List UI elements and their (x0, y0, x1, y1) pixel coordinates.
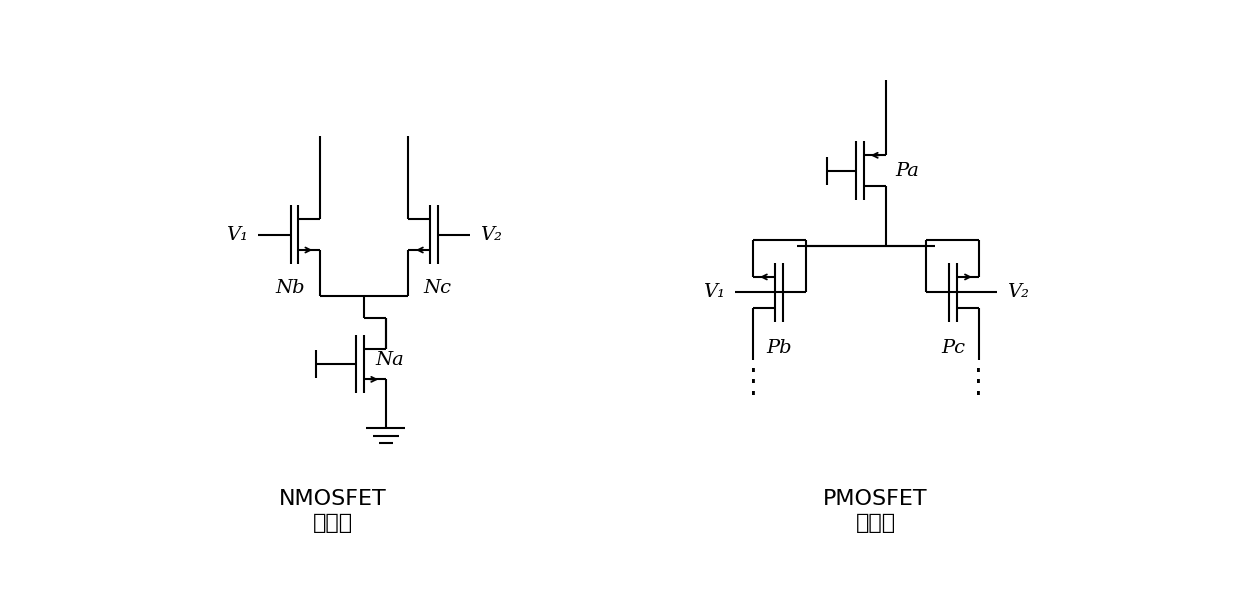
Text: Pc: Pc (942, 338, 965, 357)
Text: V₂: V₂ (1006, 283, 1028, 301)
Text: Pb: Pb (766, 338, 792, 357)
Text: NMOSFET: NMOSFET (279, 489, 387, 509)
Text: ·: · (748, 381, 757, 409)
Text: 输入对: 输入对 (856, 513, 896, 534)
Text: ·: · (974, 369, 983, 397)
Text: V₁: V₁ (704, 283, 725, 301)
Text: Nb: Nb (276, 279, 305, 297)
Text: V₁: V₁ (225, 225, 248, 244)
Text: 输入对: 输入对 (313, 513, 353, 534)
Text: ·: · (974, 358, 983, 386)
Text: ·: · (974, 381, 983, 409)
Text: Na: Na (375, 351, 404, 369)
Text: Pa: Pa (895, 161, 919, 180)
Text: Nc: Nc (424, 279, 452, 297)
Text: ·: · (748, 358, 757, 386)
Text: ·: · (748, 369, 757, 397)
Text: PMOSFET: PMOSFET (823, 489, 928, 509)
Text: V₂: V₂ (481, 225, 502, 244)
